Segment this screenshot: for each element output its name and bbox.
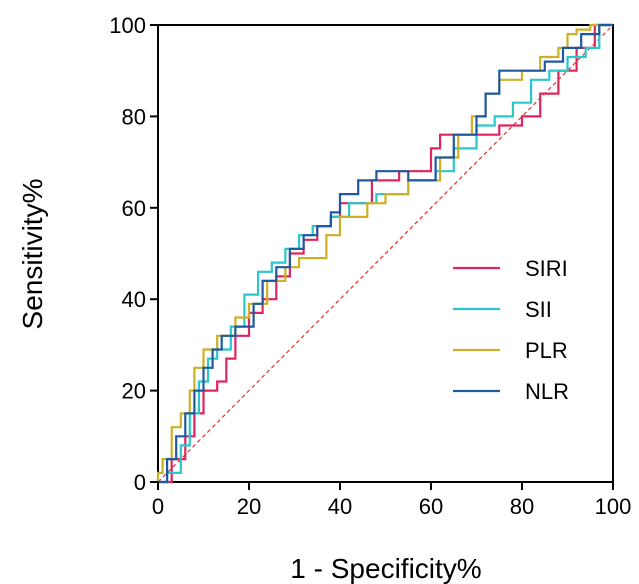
y-tick-label: 0 xyxy=(134,470,146,495)
x-axis-title: 1 - Specificity% xyxy=(290,553,481,584)
reference-diagonal-line xyxy=(157,24,614,483)
y-tick-label: 40 xyxy=(122,287,146,312)
x-tick-label: 100 xyxy=(595,494,632,519)
reference-line-layer xyxy=(157,24,614,483)
legend-label-nlr: NLR xyxy=(525,379,569,404)
x-tick-label: 20 xyxy=(237,494,261,519)
legend-label-sii: SII xyxy=(525,297,552,322)
y-tick-label: 100 xyxy=(109,13,146,38)
y-tick-label: 60 xyxy=(122,196,146,221)
x-tick-label: 0 xyxy=(152,494,164,519)
series-line-nlr xyxy=(158,23,613,484)
axes: 0 20 40 60 80 100 0 20 40 60 80 100 xyxy=(109,13,631,519)
plot-area xyxy=(157,24,614,483)
y-axis-title: Sensitivity% xyxy=(17,179,48,330)
x-tick-label: 60 xyxy=(419,494,443,519)
y-tick-label: 20 xyxy=(122,379,146,404)
x-tick-label: 80 xyxy=(510,494,534,519)
series-line-siri xyxy=(158,23,613,484)
series-layer xyxy=(156,23,613,484)
legend-label-plr: PLR xyxy=(525,338,568,363)
x-tick-label: 40 xyxy=(328,494,352,519)
series-line-plr xyxy=(156,23,613,482)
legend-label-siri: SIRI xyxy=(525,256,568,281)
y-tick-label: 80 xyxy=(122,104,146,129)
legend: SIRI SII PLR NLR xyxy=(453,256,569,404)
plot-frame xyxy=(157,24,614,483)
